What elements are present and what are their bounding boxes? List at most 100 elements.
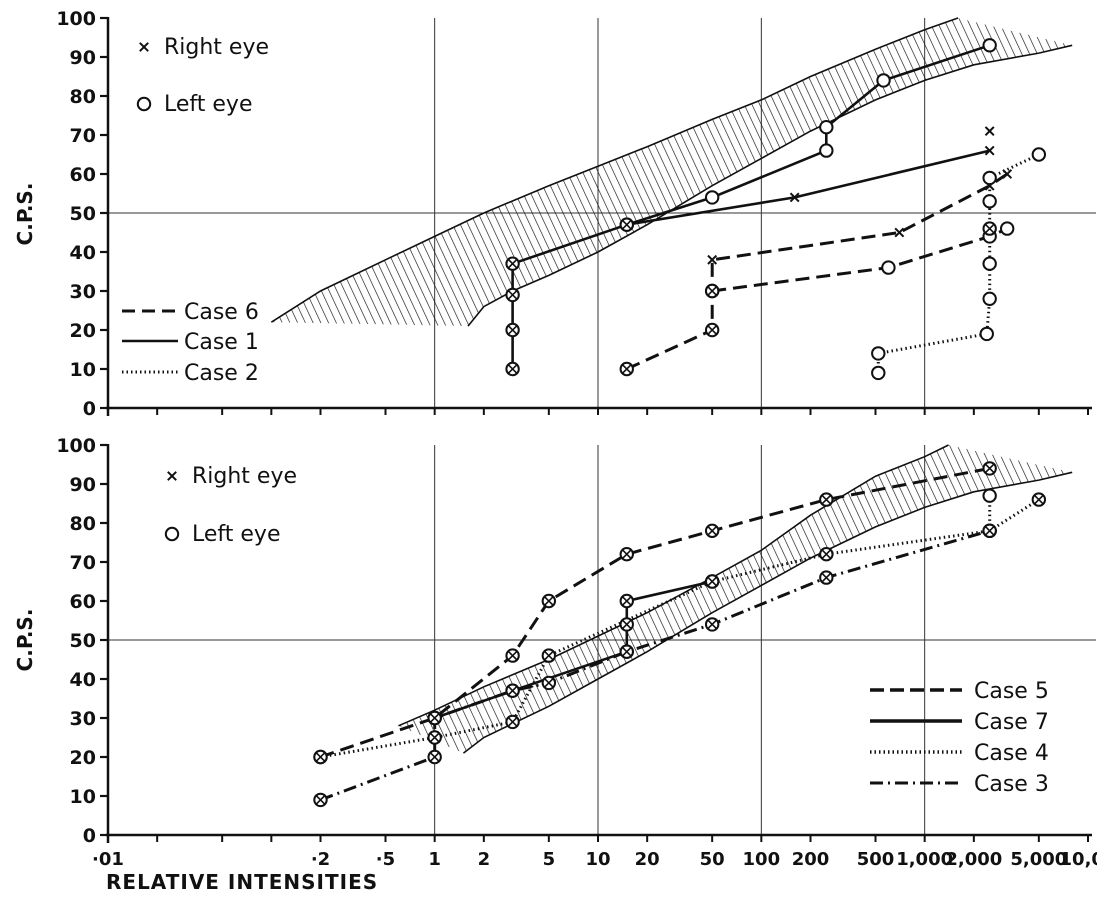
xtick-label-200: 200 (792, 849, 830, 870)
xtick-label-500: 500 (857, 849, 895, 870)
bottom-ytick-label-0: 0 (83, 825, 96, 847)
bottom-case-4-point-0-7 (982, 488, 997, 503)
bottom-case-legend: Case 5 Case 7 Case 4 Case 3 (870, 679, 1049, 797)
top-y-axis-label: C.P.S. (13, 183, 37, 246)
x-axis-label: RELATIVE INTENSITIES (106, 870, 378, 894)
top-case-1-point-1-5 (982, 38, 997, 53)
top-case-1-point-1-2 (819, 143, 834, 158)
top-axes: 0 10 20 30 40 50 60 70 80 90 100 (56, 8, 1092, 420)
top-band-upper-edge (270, 17, 959, 323)
top-panel: 0 10 20 30 40 50 60 70 80 90 100 C.P.S. Right eye … (13, 8, 1096, 420)
bottom-normal-band (398, 444, 1073, 754)
top-band-lower-edge (467, 44, 1073, 327)
top-case-2-point-0-3 (982, 291, 997, 306)
legend-label-case-7: Case 7 (974, 710, 1049, 735)
bottom-case-7-point-0-4 (619, 593, 634, 609)
top-case-6-line-1 (712, 227, 1008, 293)
xtick-label-50: 50 (700, 849, 725, 870)
top-case-6-point-1-1 (881, 260, 896, 275)
top-ytick-label-30: 30 (70, 281, 96, 303)
bottom-case-4-point-1-1 (1031, 492, 1047, 507)
top-case-1-point-0-1 (505, 322, 520, 338)
bottom-case-4-point-0-2 (505, 714, 520, 730)
top-normal-band (270, 17, 1073, 327)
legend-label-case-5: Case 5 (974, 679, 1049, 704)
top-case-legend: Case 6 Case 1 Case 2 (122, 300, 259, 386)
bottom-case-4-point-0-4 (704, 574, 720, 589)
bottom-case-3-point-0-6 (704, 617, 720, 632)
top-right-eye-icon (139, 42, 149, 52)
bottom-case-5-point-0-3 (541, 593, 557, 609)
bottom-case-5-point-0-5 (704, 523, 720, 538)
top-left-eye-icon (136, 96, 152, 112)
top-case-2-point-0-2 (979, 326, 994, 342)
xtick-label-5: ·5 (376, 849, 395, 870)
bottom-ytick-label-10: 10 (70, 786, 96, 808)
top-ytick-label-90: 90 (70, 47, 96, 69)
bottom-case-4-point-0-0 (313, 749, 328, 765)
top-case-2-point-0-5 (982, 221, 997, 236)
bottom-panel: 0 10 20 30 40 50 60 70 80 90 100 ·01 ·2 ·5 1 2 5 10 20 50 10… (13, 435, 1097, 894)
bottom-band-lower-edge (462, 471, 1073, 754)
bottom-ytick-label-80: 80 (70, 513, 96, 535)
legend-label-case-6: Case 6 (184, 300, 259, 325)
top-ytick-label-60: 60 (70, 164, 96, 186)
bottom-case-4-line-0 (320, 495, 992, 759)
xtick-label-2-000: 2,000 (945, 849, 1002, 870)
bottom-right-eye-label: Right eye (192, 464, 297, 489)
top-case-1-point-0-6 (984, 145, 995, 156)
bottom-case-4-point-0-5 (819, 547, 834, 562)
bottom-case-3-point-0-0 (313, 792, 328, 808)
top-left-eye-label: Left eye (164, 92, 252, 117)
bottom-left-eye-icon (164, 526, 180, 542)
top-marker-legend: Right eye Left eye (136, 35, 269, 117)
bottom-case-4-point-0-3 (541, 648, 557, 663)
top-case-1-point-0-5 (789, 192, 800, 203)
top-case-2-point-0-0 (871, 365, 886, 381)
xtick-label-2: 2 (478, 849, 491, 870)
bottom-case-3-point-0-4 (541, 675, 557, 691)
top-ytick-label-50: 50 (70, 203, 96, 225)
bottom-right-eye-icon (167, 471, 177, 481)
top-ytick-label-0: 0 (83, 398, 96, 420)
bottom-case-3-point-0-5 (619, 644, 634, 659)
bottom-case-5-point-0-4 (619, 547, 634, 562)
bottom-case-3-line-0 (319, 529, 991, 802)
top-case-1-point-0-3 (505, 256, 520, 271)
bottom-case-3-point-0-7 (819, 570, 834, 585)
top-case-6-point-0-3 (707, 254, 718, 265)
legend-label-case-3: Case 3 (974, 772, 1049, 797)
top-case-1-point-1-4 (876, 73, 891, 88)
bottom-y-axis-label: C.P.S. (13, 609, 37, 672)
top-case-6-point-1-0 (704, 283, 720, 299)
top-case-6-point-1-3 (999, 221, 1015, 236)
top-case-1-point-0-0 (505, 361, 520, 377)
bottom-case-5-point-0-7 (982, 461, 997, 476)
xtick-label-10-00: 10,00 (1060, 849, 1097, 870)
bottom-ytick-label-50: 50 (70, 630, 96, 652)
top-case-1-point-1-1 (704, 190, 720, 205)
top-ytick-label-70: 70 (70, 125, 96, 147)
bottom-left-eye-symbol (164, 526, 180, 542)
bottom-case-5-line-0 (320, 466, 990, 759)
top-ytick-label-40: 40 (70, 242, 96, 264)
bottom-case-7-point-0-3 (619, 617, 634, 632)
top-case-2-point-0-6 (982, 194, 997, 209)
top-case-2-point-0-8 (1031, 147, 1047, 162)
bottom-case-3-point-0-1 (427, 749, 442, 765)
legend-label-case-2: Case 2 (184, 361, 259, 386)
bottom-axes: 0 10 20 30 40 50 60 70 80 90 100 ·01 ·2 ·5 1 2 5 10 20 50 10… (56, 435, 1097, 870)
bottom-case-3-point-0-8 (982, 523, 997, 538)
top-right-eye-label: Right eye (164, 35, 269, 60)
top-case-6-point-0-4 (894, 227, 905, 238)
top-case-1-line-1 (626, 44, 991, 226)
top-series (505, 38, 1047, 381)
xtick-label-1: 1 (428, 849, 441, 870)
top-case-2-point-0-4 (982, 256, 997, 271)
bottom-ytick-label-60: 60 (70, 591, 96, 613)
xtick-label-20: 20 (635, 849, 660, 870)
legend-label-case-4: Case 4 (974, 741, 1049, 766)
top-case-6-point-0-0 (619, 361, 634, 377)
bottom-case-3-point-0-2 (427, 710, 442, 726)
